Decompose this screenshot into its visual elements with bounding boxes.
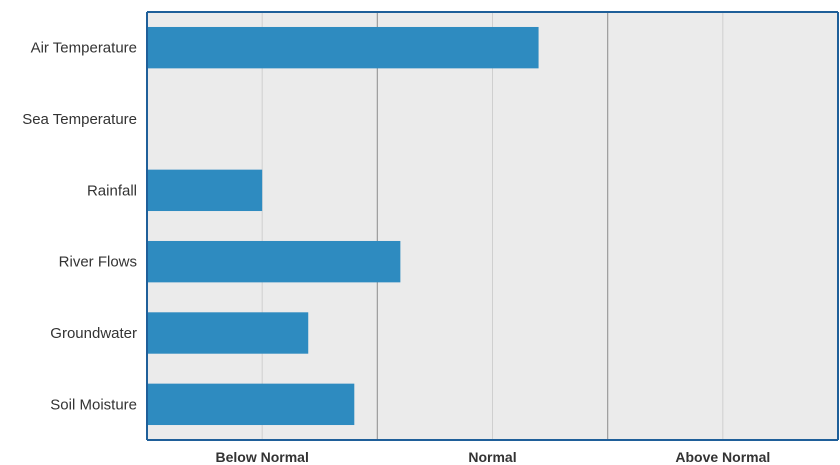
category-label: Groundwater — [50, 325, 137, 342]
bar-groundwater — [147, 312, 309, 354]
labels: Air Temperature Sea Temperature Rainfall Ri… — [22, 40, 770, 465]
bar-river-flows — [147, 240, 401, 283]
x-tick-label: Below Normal — [215, 449, 308, 465]
x-tick-label: Above Normal — [675, 449, 770, 465]
gridlines — [261, 12, 724, 440]
x-tick-label: Normal — [468, 449, 516, 465]
category-label: Soil Moisture — [50, 396, 137, 413]
bar-air-temperature — [147, 26, 539, 69]
bar-rainfall — [147, 169, 263, 212]
bar-soil-moisture — [147, 383, 355, 426]
axes — [146, 11, 839, 441]
category-label: Air Temperature — [31, 40, 137, 57]
bars — [147, 26, 539, 426]
category-label: Sea Temperature — [22, 111, 137, 128]
category-label: Rainfall — [87, 182, 137, 199]
category-label: River Flows — [59, 254, 137, 271]
